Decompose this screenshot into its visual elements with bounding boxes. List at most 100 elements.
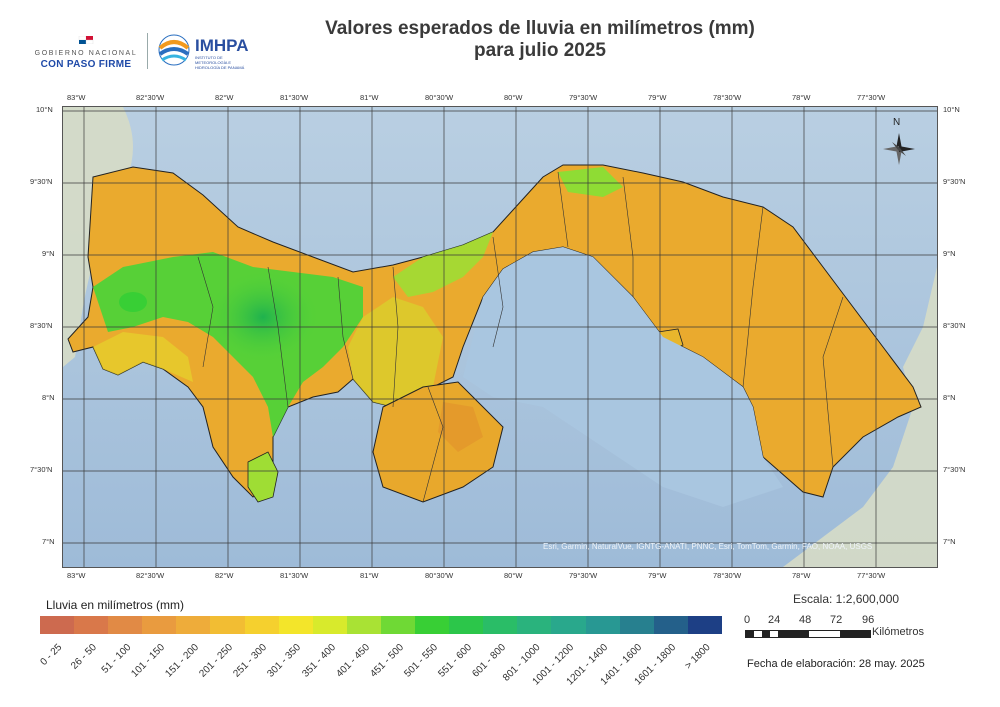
lat-label-left: 7°N bbox=[42, 537, 55, 546]
legend-swatch bbox=[653, 616, 688, 634]
map-title-line2: para julio 2025 bbox=[473, 40, 606, 61]
legend-label: 451 - 500 bbox=[368, 642, 406, 680]
lat-label-right: 7°30'N bbox=[943, 465, 966, 474]
rainfall-spot-west bbox=[119, 292, 147, 312]
lat-label-right: 9°N bbox=[943, 249, 956, 258]
lat-label-left: 7°30'N bbox=[30, 465, 53, 474]
government-logo: GOBIERNO NACIONAL CON PASO FIRME bbox=[30, 36, 142, 70]
lat-label-right: 10°N bbox=[943, 105, 960, 114]
lon-label-bottom: 79°30'W bbox=[569, 571, 598, 580]
lat-label-right: 7°N bbox=[943, 537, 956, 546]
lon-label-bottom: 77°30'W bbox=[857, 571, 886, 580]
scale-bar bbox=[745, 630, 871, 638]
legend-label: 251 - 300 bbox=[231, 642, 270, 680]
lon-label-top: 77°30'W bbox=[857, 93, 886, 102]
lon-label-top: 80°W bbox=[504, 93, 523, 102]
legend-label: 501 - 550 bbox=[402, 642, 440, 680]
rainfall-band-caribbean bbox=[393, 232, 493, 297]
lon-label-top: 82°30'W bbox=[136, 93, 165, 102]
lon-label-bottom: 81°30'W bbox=[280, 571, 309, 580]
government-logo-line2: CON PASO FIRME bbox=[40, 59, 132, 70]
lon-label-top: 79°30'W bbox=[569, 93, 598, 102]
lon-label-bottom: 82°W bbox=[215, 571, 234, 580]
scale-number: 24 bbox=[768, 614, 781, 626]
lat-label-right: 8°30'N bbox=[943, 321, 966, 330]
scale-text: Escala: 1:2,600,000 bbox=[793, 592, 900, 606]
legend-swatch bbox=[517, 616, 552, 634]
imhpa-logo: IMHPA INSTITUTO DE METEOROLOGÍA E HIDROL… bbox=[155, 34, 255, 70]
coiba-island bbox=[247, 451, 279, 503]
imhpa-emblem-icon bbox=[158, 34, 190, 66]
legend-swatch bbox=[40, 616, 75, 634]
legend-swatch bbox=[346, 616, 381, 634]
legend-swatch bbox=[244, 616, 279, 634]
lon-label-top: 82°W bbox=[215, 93, 234, 102]
lon-label-top: 83°W bbox=[67, 93, 86, 102]
scale-number: 48 bbox=[799, 614, 812, 626]
legend-swatch bbox=[619, 616, 654, 634]
lon-label-top: 78°30'W bbox=[713, 93, 742, 102]
lat-label-left: 8°N bbox=[42, 393, 55, 402]
legend-swatch bbox=[142, 616, 177, 634]
legend-label: > 1800 bbox=[683, 642, 713, 672]
lon-label-top: 81°30'W bbox=[280, 93, 309, 102]
legend-title: Lluvia en milímetros (mm) bbox=[46, 598, 185, 612]
logo-divider bbox=[147, 33, 148, 69]
legend-swatch bbox=[483, 616, 518, 634]
map-attribution: Esri, Garmin, NaturalVue, IGNTG-ANATI, P… bbox=[543, 542, 873, 551]
scale-number: 96 bbox=[862, 614, 875, 626]
lon-label-bottom: 81°W bbox=[360, 571, 379, 580]
legend-swatch bbox=[551, 616, 586, 634]
legend-label: 101 - 150 bbox=[129, 642, 168, 680]
lat-label-left: 9°N bbox=[42, 249, 55, 258]
legend-swatch bbox=[687, 616, 722, 634]
gulf-of-panama bbox=[463, 247, 783, 507]
very-high-rainfall-core bbox=[208, 272, 318, 362]
lat-label-left: 10°N bbox=[36, 105, 53, 114]
legend-swatch bbox=[176, 616, 211, 634]
imhpa-logo-subtitle: INSTITUTO DE METEOROLOGÍA E HIDROLOGÍA D… bbox=[195, 55, 245, 70]
legend-label: 401 - 450 bbox=[334, 642, 372, 680]
legend-swatch bbox=[449, 616, 484, 634]
lon-label-bottom: 82°30'W bbox=[136, 571, 165, 580]
legend-swatch bbox=[108, 616, 143, 634]
lon-label-top: 78°W bbox=[792, 93, 811, 102]
government-logo-line1: GOBIERNO NACIONAL bbox=[34, 50, 138, 57]
legend-label: 26 - 50 bbox=[69, 642, 99, 672]
legend-label: 351 - 400 bbox=[299, 642, 338, 680]
map-title-line1: Valores esperados de lluvia en milímetro… bbox=[325, 18, 755, 39]
elaboration-date: Fecha de elaboración: 28 may. 2025 bbox=[747, 658, 925, 670]
legend-swatch bbox=[74, 616, 109, 634]
north-arrow-icon bbox=[883, 133, 915, 165]
lat-label-right: 9°30'N bbox=[943, 177, 966, 186]
lon-label-bottom: 80°W bbox=[504, 571, 523, 580]
azuero-low-rain-core bbox=[438, 402, 483, 452]
rainfall-spot-north bbox=[558, 167, 623, 197]
lon-label-bottom: 80°30'W bbox=[425, 571, 454, 580]
rainfall-transition-west bbox=[93, 332, 193, 382]
legend-swatch bbox=[415, 616, 450, 634]
lon-label-top: 81°W bbox=[360, 93, 379, 102]
legend-label: 151 - 200 bbox=[163, 642, 202, 680]
scale-unit: Kilómetros bbox=[872, 626, 924, 638]
lat-label-left: 9°30'N bbox=[30, 177, 53, 186]
legend-swatch bbox=[380, 616, 416, 634]
legend-label: 551 - 600 bbox=[436, 642, 475, 680]
graticule bbox=[63, 107, 937, 567]
lon-label-top: 80°30'W bbox=[425, 93, 454, 102]
scale-number: 0 bbox=[744, 614, 751, 626]
lon-label-top: 79°W bbox=[648, 93, 667, 102]
imhpa-logo-name: IMHPA bbox=[195, 36, 249, 55]
map-title: Valores esperados de lluvia en milímetro… bbox=[260, 18, 820, 62]
lat-label-left: 8°30'N bbox=[30, 321, 53, 330]
legend-label: 301 - 350 bbox=[265, 642, 304, 680]
legend-swatch bbox=[278, 616, 313, 634]
legend-label: 201 - 250 bbox=[197, 642, 236, 680]
lon-label-bottom: 79°W bbox=[648, 571, 667, 580]
scale-number: 72 bbox=[830, 614, 843, 626]
scale-numbers: 0 24 48 72 96 bbox=[744, 614, 894, 628]
rainfall-map[interactable] bbox=[62, 106, 938, 568]
legend-label: 51 - 100 bbox=[99, 642, 134, 676]
legend-label: 0 - 25 bbox=[38, 642, 65, 668]
panama-flag-icon bbox=[78, 36, 94, 44]
